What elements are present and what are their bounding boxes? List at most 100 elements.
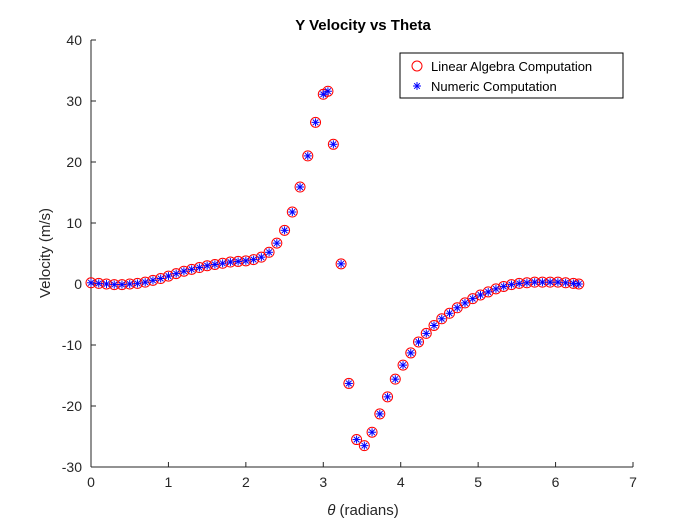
numeric-point (507, 280, 516, 289)
numeric-point (538, 278, 547, 287)
linear-algebra-point (139, 276, 151, 288)
linear-algebra-point (327, 138, 339, 150)
numeric-point (530, 278, 539, 287)
numeric-point (522, 278, 531, 287)
linear-algebra-point (521, 277, 533, 289)
numeric-point (484, 287, 493, 296)
numeric-point (553, 278, 562, 287)
x-axis-label: θ (radians) (327, 502, 399, 519)
x-tick-label: 2 (242, 474, 250, 490)
numeric-point (234, 257, 243, 266)
numeric-point (148, 276, 157, 285)
linear-algebra-point (397, 359, 409, 371)
numeric-point (117, 280, 126, 289)
x-tick-label: 3 (319, 474, 327, 490)
numeric-point (352, 435, 361, 444)
linear-algebra-point (209, 258, 221, 270)
linear-algebra-point (100, 278, 112, 290)
numeric-point (561, 278, 570, 287)
linear-algebra-point (436, 313, 448, 325)
y-axis-label: Velocity (m/s) (37, 208, 54, 298)
linear-algebra-point (186, 263, 198, 275)
legend-box (399, 52, 624, 99)
linear-algebra-point (271, 237, 283, 249)
linear-algebra-point (451, 302, 463, 314)
numeric-point (406, 348, 415, 357)
x-axis-label-symbol: θ (327, 502, 335, 519)
numeric-point (323, 87, 332, 96)
numeric-point (179, 267, 188, 276)
x-axis-label-text: (radians) (335, 502, 398, 519)
numeric-point (569, 279, 578, 288)
numeric-point (303, 151, 312, 160)
numeric-point (344, 379, 353, 388)
numeric-point (272, 239, 281, 248)
numeric-point (226, 258, 235, 267)
linear-algebra-point (505, 279, 517, 291)
linear-algebra-point (482, 286, 494, 298)
numeric-point (311, 118, 320, 127)
linear-algebra-point (240, 255, 252, 267)
numeric-point (141, 278, 150, 287)
linear-algebra-point (428, 319, 440, 331)
y-tick-label: -10 (62, 337, 82, 353)
x-tick-label: 6 (552, 474, 560, 490)
linear-algebra-point (193, 262, 205, 274)
numeric-point (319, 90, 328, 99)
linear-algebra-point (224, 256, 236, 268)
numeric-point (133, 279, 142, 288)
linear-algebra-point (374, 408, 386, 420)
numeric-point (280, 226, 289, 235)
numeric-point (241, 256, 250, 265)
numeric-point (368, 428, 377, 437)
linear-algebra-point (147, 274, 159, 286)
numeric-point (468, 294, 477, 303)
linear-algebra-point (310, 116, 322, 128)
legend-entry-numeric: Numeric Computation (431, 79, 557, 94)
numeric-point (375, 409, 384, 418)
numeric-point (265, 248, 274, 257)
numeric-point (445, 309, 454, 318)
y-tick-label: 0 (74, 276, 82, 292)
numeric-point (437, 314, 446, 323)
linear-algebra-point (443, 307, 455, 319)
legend-asterisk-marker (413, 82, 421, 90)
numeric-point (515, 279, 524, 288)
numeric-point (110, 280, 119, 289)
linear-algebra-point (405, 347, 417, 359)
linear-algebra-point (513, 277, 525, 289)
chart-title: Y Velocity vs Theta (295, 17, 431, 34)
y-axis-ticks: -30 -20 -10 0 10 20 30 40 (62, 32, 96, 475)
linear-algebra-point (217, 257, 229, 269)
x-tick-label: 7 (629, 474, 637, 490)
numeric-point (210, 260, 219, 269)
x-tick-label: 1 (165, 474, 173, 490)
linear-algebra-point (366, 426, 378, 438)
y-tick-label: 20 (66, 154, 82, 170)
legend-circle-marker (411, 60, 423, 72)
numeric-point (329, 140, 338, 149)
linear-algebra-point (263, 246, 275, 258)
linear-algebra-point (358, 440, 370, 452)
numeric-point (430, 321, 439, 330)
linear-algebra-point (343, 377, 355, 389)
numeric-point (499, 282, 508, 291)
numeric-point (218, 259, 227, 268)
data-markers (85, 85, 585, 452)
numeric-point (288, 208, 297, 217)
linear-algebra-point (286, 206, 298, 218)
linear-algebra-point (389, 373, 401, 385)
numeric-point (414, 337, 423, 346)
numeric-point (257, 253, 266, 262)
linear-algebra-point (201, 260, 213, 272)
numeric-point (491, 284, 500, 293)
y-tick-label: 30 (66, 93, 82, 109)
x-tick-label: 5 (474, 474, 482, 490)
numeric-point (360, 441, 369, 450)
linear-algebra-point (351, 434, 363, 446)
linear-algebra-point (420, 327, 432, 339)
linear-algebra-point (279, 224, 291, 236)
x-axis-ticks: 0 1 2 3 4 5 6 7 (87, 462, 637, 490)
numeric-point (94, 279, 103, 288)
linear-algebra-point (232, 255, 244, 267)
